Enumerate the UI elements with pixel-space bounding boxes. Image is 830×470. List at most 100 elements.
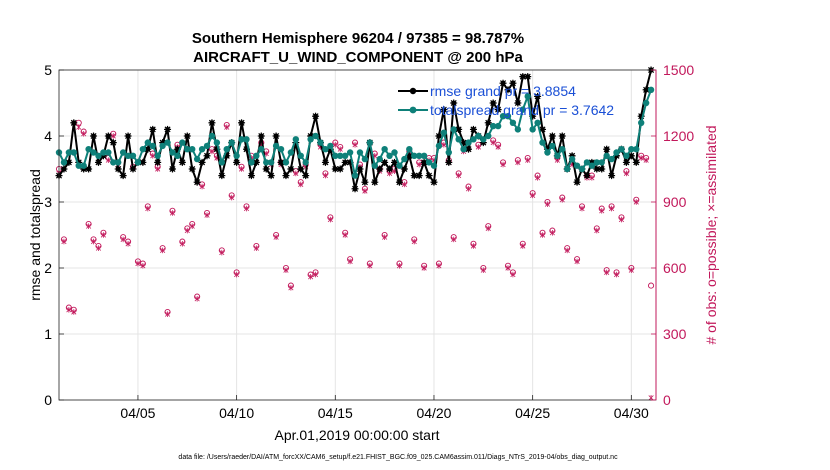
- rmse-point-ray: [199, 159, 206, 166]
- chart-subtitle: AIRCRAFT_U_WIND_COMPONENT @ 200 hPa: [193, 49, 523, 66]
- rmse-point-ray: [421, 159, 428, 166]
- totalspread-point: [198, 146, 206, 153]
- obs-assimilated-point: [95, 245, 102, 251]
- y-tick-label: 1: [44, 326, 52, 342]
- rmse-point-ray: [169, 165, 176, 173]
- totalspread-point: [164, 139, 171, 146]
- totalspread-point: [149, 142, 156, 150]
- obs-assimilated-point: [199, 183, 205, 190]
- rmse-point-ray: [125, 132, 132, 140]
- obs-assimilated-point: [283, 267, 289, 274]
- rmse-point: [509, 79, 517, 87]
- rmse-point-ray: [549, 132, 556, 140]
- totalspread-point: [549, 142, 556, 150]
- obs-assimilated-point: [352, 142, 358, 148]
- rmse-point: [484, 119, 492, 127]
- rmse-point: [154, 158, 162, 166]
- totalspread-point: [509, 119, 517, 127]
- obs-assimilated-point: [643, 157, 649, 163]
- legend: rmse grand pr = 3.8854 totalspread grand…: [398, 83, 614, 118]
- rmse-point: [114, 165, 122, 173]
- totalspread-point: [460, 146, 467, 153]
- rmse-point-ray: [391, 159, 398, 166]
- totalspread-point: [485, 132, 492, 140]
- obs-assimilated-point: [628, 267, 634, 274]
- rmse-point: [558, 132, 566, 140]
- rmse-point-ray: [628, 152, 635, 159]
- rmse-point: [168, 165, 176, 173]
- obs-assimilated-point: [451, 236, 457, 243]
- rmse-point: [341, 158, 349, 166]
- obs-assimilated-point: [135, 260, 141, 267]
- obs-assimilated-point: [179, 241, 185, 247]
- rmse-point-ray: [450, 99, 457, 107]
- obs-assimilated-point: [633, 199, 639, 205]
- rmse-point: [272, 132, 280, 140]
- obs-assimilated-point: [293, 170, 299, 177]
- rmse-point: [405, 152, 413, 160]
- obs-assimilated-point: [470, 243, 477, 249]
- totalspread-point: [366, 139, 374, 146]
- rmse-point: [94, 158, 102, 166]
- obs-assimilated-point: [194, 295, 200, 302]
- rmse-point-ray: [376, 165, 383, 173]
- rmse-point: [386, 165, 394, 173]
- rmse-point: [267, 172, 275, 180]
- totalspread-point: [228, 139, 235, 146]
- obs-assimilated-point: [204, 212, 210, 218]
- rmse-point: [435, 132, 443, 140]
- obs-assimilated-point: [599, 208, 605, 214]
- rmse-point: [238, 119, 246, 127]
- x-tick-label: 04/25: [515, 405, 550, 421]
- totalspread-point: [144, 139, 152, 146]
- data-series: [55, 66, 655, 193]
- rmse-point-ray: [426, 172, 433, 179]
- rmse-point: [282, 172, 290, 180]
- totalspread-point: [386, 152, 393, 159]
- totalspread-point: [243, 136, 250, 143]
- totalspread-point: [203, 142, 211, 150]
- totalspread-point: [115, 159, 122, 166]
- obs-assimilated-point: [184, 227, 190, 234]
- obs-assimilated-point: [150, 153, 156, 159]
- y-tick-label: 3: [44, 194, 52, 210]
- totalspread-point: [327, 142, 334, 150]
- rmse-point: [425, 172, 433, 180]
- totalspread-point: [75, 162, 82, 169]
- totalspread-point: [292, 136, 300, 143]
- rmse-point-ray: [593, 165, 600, 173]
- rmse-point-ray: [559, 132, 566, 140]
- rmse-point: [593, 165, 601, 173]
- totalspread-point: [208, 132, 216, 140]
- totalspread-point: [578, 165, 586, 173]
- rmse-point-ray: [248, 172, 255, 179]
- totalspread-point: [80, 162, 87, 169]
- legend-totalspread-marker: [409, 106, 417, 114]
- obs-assimilated-point: [500, 161, 506, 168]
- obs-assimilated-point: [579, 205, 585, 212]
- rmse-point-ray: [149, 126, 156, 133]
- rmse-point-ray: [342, 159, 349, 166]
- rmse-point: [336, 165, 344, 173]
- totalspread-point: [65, 149, 73, 156]
- rmse-point: [519, 73, 527, 81]
- obs-possible-point: [648, 282, 655, 289]
- rmse-point-ray: [485, 119, 492, 126]
- obs-assimilated-point: [549, 230, 555, 236]
- rmse-point-ray: [263, 165, 270, 173]
- rmse-point: [124, 132, 132, 140]
- rmse-point-ray: [203, 152, 211, 159]
- rmse-point-ray: [401, 165, 408, 173]
- rmse-point: [218, 172, 226, 180]
- obs-assimilated-point: [456, 172, 462, 179]
- totalspread-point: [435, 142, 443, 150]
- rmse-point-ray: [139, 159, 146, 166]
- totalspread-point: [559, 146, 566, 153]
- y-right-axis-label: # of obs: o=possible; ×=assimilated: [703, 125, 719, 344]
- rmse-point-ray: [278, 159, 285, 166]
- obs-assimilated-point: [574, 258, 580, 265]
- totalspread-point: [401, 155, 408, 163]
- rmse-point: [193, 178, 201, 186]
- totalspread-point: [129, 152, 137, 159]
